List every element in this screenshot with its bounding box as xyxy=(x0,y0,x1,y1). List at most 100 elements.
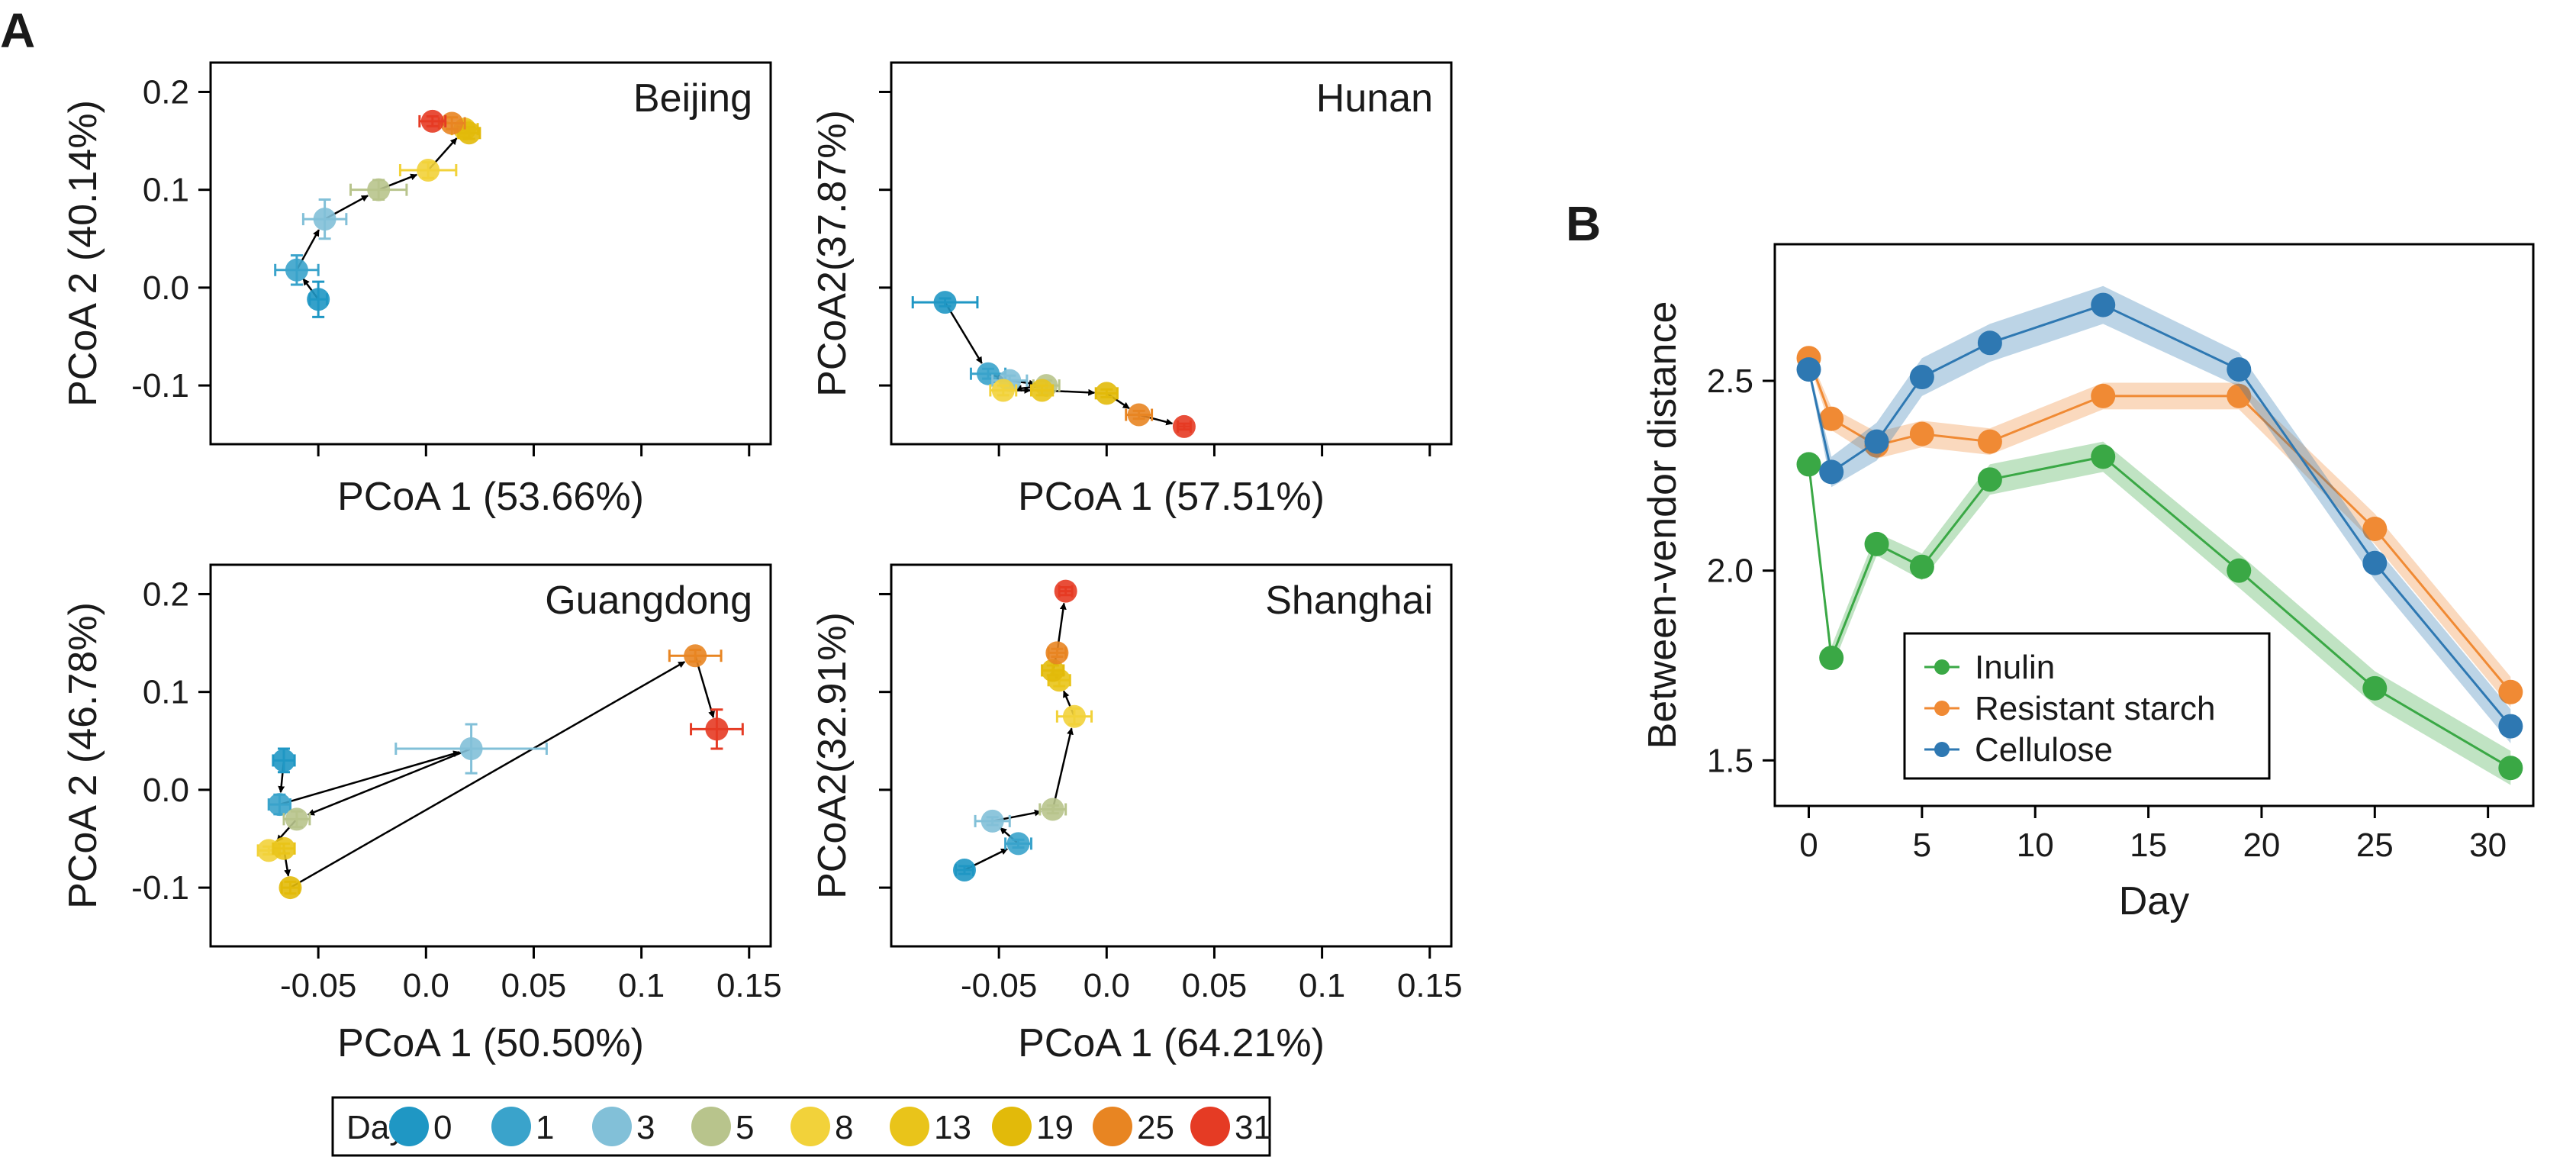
legend-label-cellulose: Cellulose xyxy=(1975,731,2113,769)
data-point-resistant-starch xyxy=(2362,516,2388,541)
data-point-day-1 xyxy=(268,793,291,817)
y-axis-title: PCoA2(37.87%) xyxy=(810,110,855,397)
data-point-day-5 xyxy=(367,178,391,201)
data-point-cellulose xyxy=(1909,365,1934,390)
x-tick-label: 0.0 xyxy=(1084,967,1130,1004)
series-inulin xyxy=(1796,441,2523,785)
data-point-day-0 xyxy=(952,859,976,881)
x-tick-label: 20 xyxy=(2243,827,2280,864)
data-point-resistant-starch xyxy=(2091,383,2116,408)
series-cellulose xyxy=(1796,285,2523,743)
y-tick-label: 2.0 xyxy=(1707,553,1753,590)
data-point-inulin xyxy=(1819,646,1844,671)
day-legend-swatch-5 xyxy=(691,1107,731,1146)
y-tick-label: -0.1 xyxy=(131,869,189,907)
confidence-band-inulin xyxy=(1808,441,2511,785)
y-tick-label: 0.1 xyxy=(143,172,189,209)
y-axis-title: Between-vendor distance xyxy=(1641,301,1685,749)
x-tick-label: 0.05 xyxy=(1182,967,1248,1004)
day-legend-label-13: 13 xyxy=(934,1109,971,1146)
data-point-day-31 xyxy=(1172,414,1196,438)
distance-line-chart: 0 5 10 15 20 25 30 1.5 2.0 2.5 Day Between-vendor d… xyxy=(1641,243,2535,923)
day-legend-swatch-13 xyxy=(890,1107,929,1146)
legend-marker-resistant-starch xyxy=(1934,701,1950,716)
trajectory-arrow xyxy=(944,301,983,364)
data-point-inulin xyxy=(1796,452,1821,477)
trajectory-arrow xyxy=(289,661,686,889)
trajectory-arrow xyxy=(307,747,472,816)
data-point-day-25 xyxy=(1127,403,1151,427)
legend-marker-inulin xyxy=(1934,659,1950,675)
data-point-cellulose xyxy=(2227,357,2252,382)
data-point-day-3 xyxy=(313,208,336,231)
data-point-cellulose xyxy=(1864,429,1889,454)
data-point-day-19 xyxy=(457,121,481,145)
day-legend-swatch-31 xyxy=(1190,1107,1230,1146)
data-point-inulin xyxy=(1909,554,1934,579)
day-legend-swatch-0 xyxy=(389,1107,429,1146)
data-point-day-31 xyxy=(1054,579,1077,603)
data-point-cellulose xyxy=(2091,292,2116,317)
x-tick-label: 0.15 xyxy=(716,967,782,1004)
y-tick-label: 0.2 xyxy=(143,73,189,111)
data-point-inulin xyxy=(2227,558,2252,583)
day-legend-label-31: 31 xyxy=(1235,1109,1272,1146)
data-point-resistant-starch xyxy=(2227,383,2252,408)
plot-frame-distance xyxy=(1773,243,2535,807)
data-point-day-1 xyxy=(1006,832,1030,856)
data-point-day-19 xyxy=(279,876,302,900)
panel-label-b: B xyxy=(1566,196,1601,251)
x-axis-title: PCoA 1 (64.21%) xyxy=(1018,1021,1325,1065)
pcoa-panel-beijing: -0.1 0.0 0.1 0.2 PCoA 1 (53.66%) PCoA 2 (40.1… xyxy=(61,61,772,519)
data-point-resistant-starch xyxy=(2498,679,2523,704)
day-legend-swatch-8 xyxy=(791,1107,830,1146)
data-point-cellulose xyxy=(1796,357,1821,382)
x-tick-label: 0 xyxy=(1799,827,1818,864)
pcoa-panel-guangdong: -0.05 0.0 0.05 0.1 0.15 -0.1 0.0 0.1 0.2 PCoA 1 (… xyxy=(61,563,782,1065)
data-point-day-13 xyxy=(1030,379,1054,402)
data-point-day-5 xyxy=(285,807,308,831)
x-tick-label: 0.1 xyxy=(618,967,665,1004)
data-point-day-19 xyxy=(1095,382,1119,405)
day-legend-swatch-19 xyxy=(992,1107,1032,1146)
data-point-inulin xyxy=(2362,675,2388,701)
region-label: Beijing xyxy=(633,76,752,121)
day-legend-label-25: 25 xyxy=(1137,1109,1174,1146)
y-tick-label: 2.5 xyxy=(1707,363,1753,400)
data-point-cellulose xyxy=(2362,550,2388,575)
data-point-resistant-starch xyxy=(1819,406,1844,431)
y-tick-label: 1.5 xyxy=(1707,742,1753,779)
plot-frame-hunan xyxy=(890,61,1453,446)
data-point-day-8 xyxy=(991,379,1015,402)
data-point-cellulose xyxy=(2498,714,2523,739)
region-label: Hunan xyxy=(1316,76,1433,121)
data-point-day-25 xyxy=(440,111,464,135)
data-point-inulin xyxy=(2498,756,2523,781)
data-point-day-13 xyxy=(272,836,295,860)
day-legend-swatch-1 xyxy=(491,1107,531,1146)
y-tick-label: 0.1 xyxy=(143,674,189,711)
x-axis-title: PCoA 1 (57.51%) xyxy=(1018,475,1325,519)
data-point-day-0 xyxy=(307,288,330,311)
day-legend: Day 0 1 3 5 8 13 19 25 31 xyxy=(331,1096,1272,1157)
plot-frame-beijing xyxy=(209,61,772,446)
data-point-cellulose xyxy=(1977,330,2002,356)
day-legend-swatch-25 xyxy=(1093,1107,1132,1146)
x-tick-label: 0.0 xyxy=(403,967,449,1004)
data-point-inulin xyxy=(1864,531,1889,556)
y-tick-label: -0.1 xyxy=(131,367,189,404)
data-point-day-3 xyxy=(459,737,483,761)
plot-frame-guangdong xyxy=(209,563,772,948)
trajectory-arrow xyxy=(1051,727,1074,810)
pcoa-panel-shanghai: -0.05 0.0 0.05 0.1 0.15 PCoA 1 (64.21%) PCoA2(… xyxy=(810,563,1463,1065)
plot-frame-shanghai xyxy=(890,563,1453,948)
y-axis-title: PCoA2(32.91%) xyxy=(810,612,855,899)
x-tick-label: -0.05 xyxy=(961,967,1037,1004)
x-tick-label: 15 xyxy=(2130,827,2167,864)
day-legend-label-19: 19 xyxy=(1036,1109,1074,1146)
legend-marker-cellulose xyxy=(1934,742,1950,757)
data-point-inulin xyxy=(1977,467,2002,492)
data-point-resistant-starch xyxy=(1909,421,1934,446)
day-legend-label-8: 8 xyxy=(835,1109,853,1146)
data-point-day-19 xyxy=(1041,659,1064,682)
